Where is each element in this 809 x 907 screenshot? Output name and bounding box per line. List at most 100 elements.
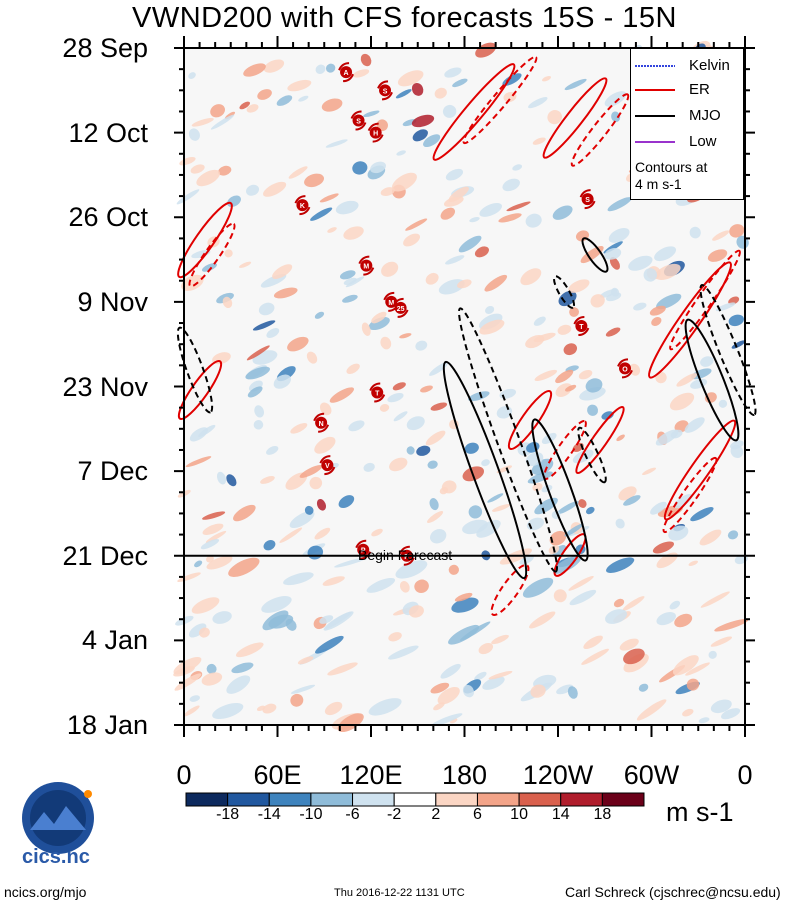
legend-mjo-label: MJO [689, 107, 721, 124]
anomaly-patch [276, 95, 293, 106]
anomaly-patch [406, 446, 415, 455]
anomaly-patch [529, 611, 556, 629]
anomaly-patch [252, 320, 276, 331]
anomaly-patch [425, 272, 439, 285]
anomaly-patch [487, 493, 504, 503]
anomaly-patch [469, 216, 480, 223]
anomaly-patch [686, 678, 700, 691]
anomaly-patch [615, 518, 625, 529]
y-tick-label: 4 Jan [81, 625, 148, 656]
anomaly-patch [297, 656, 314, 665]
storm-arm [324, 466, 336, 476]
anomaly-patch [578, 369, 593, 380]
y-tick-label: 9 Nov [77, 286, 148, 317]
storm-icon: S [579, 189, 596, 210]
anomaly-patch [342, 294, 358, 303]
anomaly-patch [381, 261, 399, 277]
anomaly-patch [458, 235, 482, 253]
anomaly-patch [290, 684, 316, 694]
anomaly-patch [655, 429, 679, 446]
storm-core [619, 362, 632, 375]
footer-url[interactable]: ncics.org/mjo [4, 884, 87, 900]
anomaly-patch [399, 333, 412, 339]
storm-arm [578, 327, 590, 337]
anomaly-patch [257, 89, 272, 100]
anomaly-patch [650, 501, 667, 515]
colorbar-level-label: 18 [593, 806, 612, 823]
anomaly-patch [306, 351, 318, 364]
storm-icon: M [358, 255, 375, 276]
y-tick-label: 28 Sep [62, 33, 148, 63]
anomaly-patch [416, 445, 431, 456]
storm-arm [355, 122, 367, 131]
anomaly-patch [519, 555, 534, 565]
anomaly-patch [205, 530, 227, 543]
contour-17 [458, 307, 558, 573]
y-tick-label: 21 Dec [62, 540, 148, 571]
storm-arm [403, 557, 415, 566]
contour-8 [669, 249, 741, 351]
anomaly-patch [325, 139, 348, 148]
colorbar-units: m s-1 [666, 797, 734, 827]
anomaly-patch [569, 307, 579, 317]
anomaly-patch [388, 645, 419, 660]
anomaly-patch [345, 276, 365, 288]
anomaly-patch [651, 316, 662, 327]
anomaly-patch [427, 460, 438, 469]
anomaly-patch [464, 442, 479, 454]
anomaly-patch [649, 305, 666, 316]
anomaly-patch [700, 356, 714, 367]
anomaly-patch [273, 287, 298, 299]
anomaly-patch [199, 627, 210, 638]
anomaly-patch [188, 72, 196, 79]
anomaly-patch [423, 134, 441, 148]
x-tick-label: 120W [522, 760, 594, 790]
anomaly-patch [191, 117, 214, 127]
anomaly-patch [334, 557, 367, 568]
anomaly-patch [196, 169, 220, 187]
anomaly-patch [474, 671, 487, 681]
anomaly-patch [462, 684, 475, 698]
anomaly-patch [512, 164, 523, 171]
storm-core [321, 459, 334, 472]
storm-arm [343, 73, 354, 83]
anomaly-patch [321, 98, 343, 112]
storm-arm [392, 297, 404, 307]
anomaly-patch [395, 560, 428, 579]
anomaly-patch [387, 392, 404, 403]
storm-letter: O [622, 366, 628, 373]
anomaly-patch [283, 572, 314, 586]
anomaly-patch [314, 311, 325, 319]
anomaly-patch [310, 207, 333, 221]
x-tick-label: 60W [623, 760, 680, 790]
anomaly-patch [440, 207, 456, 220]
anomaly-patch [263, 59, 285, 73]
anomaly-patch [246, 345, 270, 361]
anomaly-patch [491, 634, 509, 645]
anomaly-patch [606, 292, 622, 302]
anomaly-patch [266, 328, 280, 338]
anomaly-patch [552, 205, 573, 220]
anomaly-patch [263, 540, 276, 551]
anomaly-patch [218, 165, 232, 176]
anomaly-patch [371, 528, 383, 537]
anomaly-patch [262, 703, 277, 714]
storm-arm [299, 206, 311, 216]
storm-core [360, 259, 373, 272]
anomaly-patch [727, 530, 739, 540]
storm-arm [338, 62, 350, 71]
anomaly-patch [389, 457, 408, 472]
y-tick-label: 7 Dec [77, 456, 148, 487]
anomaly-patch [619, 638, 639, 651]
anomaly-patch [581, 648, 610, 665]
anomaly-patch [415, 340, 428, 351]
storm-letter: M [388, 300, 394, 307]
anomaly-patch [289, 511, 315, 529]
anomaly-patch [699, 529, 722, 546]
contour-10 [662, 456, 718, 534]
storm-letter: R [404, 554, 409, 561]
anomaly-patch [287, 336, 309, 352]
anomaly-patch [721, 708, 741, 720]
legend-er-line [635, 89, 675, 91]
